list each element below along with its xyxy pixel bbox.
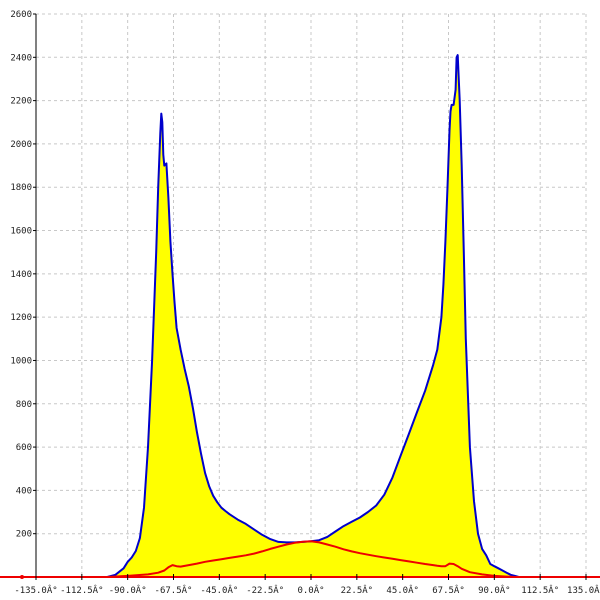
y-tick-label: 2600 [10, 10, 32, 20]
tick-labels: -135.0Â° -112.5Â° -90.0Â° -67.5Â° -45.0Â° -22… [10, 10, 600, 596]
x-tick-label: -90.0Â° [109, 584, 147, 596]
y-tick-label: 1000 [10, 356, 32, 366]
y-tick-label: 1400 [10, 270, 32, 280]
x-tick-label: 45.0Â° [386, 584, 419, 596]
x-tick-label: -45.0Â° [200, 584, 238, 596]
x-tick-label: 22.5Â° [341, 584, 374, 596]
y-tick-label: 2400 [10, 53, 32, 63]
y-tick-label: 400 [16, 486, 32, 496]
x-tick-label: -135.0Â° [14, 584, 57, 596]
y-tick-label: 2000 [10, 140, 32, 150]
grid [35, 13, 587, 577]
x-tick-label: -22.5Â° [246, 584, 284, 596]
y-tick-label: 1800 [10, 183, 32, 193]
y-tick-label: 200 [16, 530, 32, 540]
x-tick-label: 0.0Â° [297, 584, 324, 596]
y-tick-label: 800 [16, 400, 32, 410]
series-layer [0, 54, 600, 579]
series-1-line [36, 540, 586, 578]
series-0-area [107, 55, 519, 578]
x-tick-label: 112.5Â° [521, 584, 559, 596]
y-tick-label: 1200 [10, 313, 32, 323]
x-tick-label: 67.5Â° [432, 584, 465, 596]
x-tick-label: -67.5Â° [155, 584, 193, 596]
y-tick-label: 600 [16, 443, 32, 453]
y-tick-label: 2200 [10, 97, 32, 107]
x-tick-label: 135.0Â° [567, 584, 600, 596]
y-tick-label: 1600 [10, 227, 32, 237]
baseline-marker [20, 575, 24, 579]
x-tick-label: -112.5Â° [60, 584, 103, 596]
x-tick-label: 90.0Â° [478, 584, 511, 596]
